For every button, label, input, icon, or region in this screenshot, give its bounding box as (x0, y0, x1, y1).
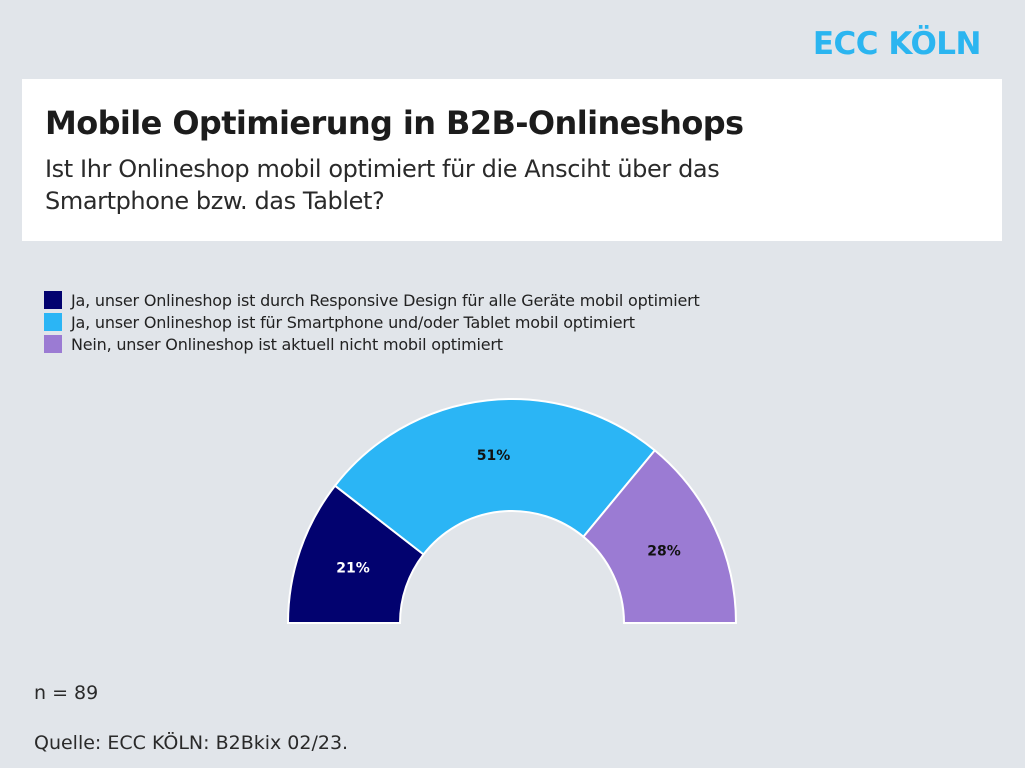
legend-label-not-optimized: Nein, unser Onlineshop ist aktuell nicht… (71, 334, 503, 354)
header-card: Mobile Optimierung in B2B-Onlineshops Is… (22, 79, 1002, 241)
legend-item-responsive: Ja, unser Onlineshop ist durch Responsiv… (44, 289, 700, 311)
legend-item-smartphone-tablet: Ja, unser Onlineshop ist für Smartphone … (44, 311, 700, 333)
legend-item-not-optimized: Nein, unser Onlineshop ist aktuell nicht… (44, 333, 700, 355)
chart-legend: Ja, unser Onlineshop ist durch Responsiv… (44, 289, 700, 355)
legend-swatch-not-optimized (44, 335, 62, 353)
brand-logo: ECC KÖLN (812, 26, 982, 62)
legend-label-smartphone-tablet: Ja, unser Onlineshop ist für Smartphone … (71, 312, 635, 332)
slice-not-optimized (581, 448, 738, 624)
legend-swatch-smartphone-tablet (44, 313, 62, 331)
slice-label-responsive: 21% (336, 561, 370, 577)
slice-label-smartphone-tablet: 51% (477, 448, 511, 464)
legend-label-responsive: Ja, unser Onlineshop ist durch Responsiv… (71, 290, 700, 310)
source-note: Quelle: ECC KÖLN: B2Bkix 02/23. (34, 732, 349, 754)
legend-swatch-responsive (44, 291, 62, 309)
sample-size: n = 89 (34, 682, 99, 704)
question-subtitle: Ist Ihr Onlineshop mobil optimiert für d… (45, 155, 720, 215)
page-title: Mobile Optimierung in B2B-Onlineshops (45, 104, 744, 142)
slice-label-not-optimized: 28% (647, 543, 681, 559)
slice-smartphone-tablet (333, 398, 657, 556)
